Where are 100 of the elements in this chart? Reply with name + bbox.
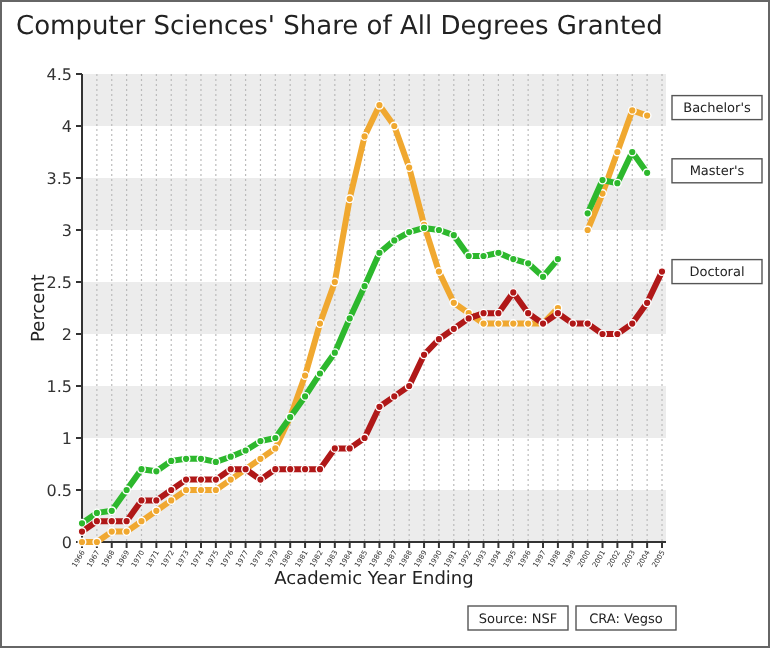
point (553, 308, 563, 318)
point (196, 454, 206, 464)
point (612, 178, 622, 188)
point (270, 433, 280, 443)
point (360, 131, 370, 141)
point (538, 272, 548, 282)
point (449, 230, 459, 240)
point (181, 454, 191, 464)
y-tick-label: 0.5 (46, 481, 72, 500)
point (315, 319, 325, 329)
chart-title: Computer Sciences' Share of All Degrees Granted (16, 12, 663, 42)
point (255, 454, 265, 464)
point (642, 298, 652, 308)
point (345, 443, 355, 453)
point (255, 436, 265, 446)
point (107, 527, 117, 537)
point (583, 208, 593, 218)
point (434, 225, 444, 235)
point (508, 287, 518, 297)
point (449, 298, 459, 308)
point (211, 475, 221, 485)
x-axis-title: Academic Year Ending (274, 570, 474, 590)
y-tick-label: 2 (61, 325, 72, 344)
point (255, 475, 265, 485)
point (330, 277, 340, 287)
point (285, 464, 295, 474)
point (464, 313, 474, 323)
point (241, 445, 251, 455)
point (479, 251, 489, 261)
point (449, 324, 459, 334)
y-tick-label: 0 (61, 533, 72, 552)
y-tick-label: 4 (61, 117, 72, 136)
point (330, 443, 340, 453)
point (300, 371, 310, 381)
point (360, 433, 370, 443)
point (523, 319, 533, 329)
point (479, 319, 489, 329)
point (122, 527, 132, 537)
point (122, 516, 132, 526)
point (583, 225, 593, 235)
point (270, 464, 280, 474)
point (508, 254, 518, 264)
point (226, 464, 236, 474)
point (374, 248, 384, 258)
point (330, 348, 340, 358)
point (92, 516, 102, 526)
point (166, 456, 176, 466)
point (300, 391, 310, 401)
point (404, 381, 414, 391)
point (464, 251, 474, 261)
point (612, 147, 622, 157)
point (657, 267, 667, 277)
point (523, 308, 533, 318)
point (122, 485, 132, 495)
point (151, 506, 161, 516)
point (508, 319, 518, 329)
y-tick-label: 1.5 (46, 377, 72, 396)
point (226, 475, 236, 485)
point (404, 163, 414, 173)
point (196, 485, 206, 495)
y-tick-label: 1 (61, 429, 72, 448)
point (345, 194, 355, 204)
point (151, 495, 161, 505)
point (226, 452, 236, 462)
point (315, 369, 325, 379)
point (77, 527, 87, 537)
point (151, 466, 161, 476)
point (345, 313, 355, 323)
y-tick-label: 2.5 (46, 273, 72, 292)
point (419, 350, 429, 360)
point (181, 475, 191, 485)
point (493, 319, 503, 329)
point (627, 319, 637, 329)
point (493, 308, 503, 318)
point (568, 319, 578, 329)
point (389, 235, 399, 245)
point (166, 495, 176, 505)
point (479, 308, 489, 318)
point (136, 516, 146, 526)
point (598, 175, 608, 185)
point (136, 495, 146, 505)
point (404, 227, 414, 237)
point (166, 485, 176, 495)
point (270, 443, 280, 453)
point (434, 267, 444, 277)
point (181, 485, 191, 495)
point (389, 121, 399, 131)
point (300, 464, 310, 474)
y-axis-title: Percent (30, 273, 50, 342)
point (627, 105, 637, 115)
point (434, 334, 444, 344)
point (360, 281, 370, 291)
y-tick-label: 3.5 (46, 169, 72, 188)
point (136, 464, 146, 474)
y-tick-label: 4.5 (46, 65, 72, 84)
point (315, 464, 325, 474)
point (642, 111, 652, 121)
y-tick-label: 3 (61, 221, 72, 240)
point (374, 402, 384, 412)
point (583, 319, 593, 329)
